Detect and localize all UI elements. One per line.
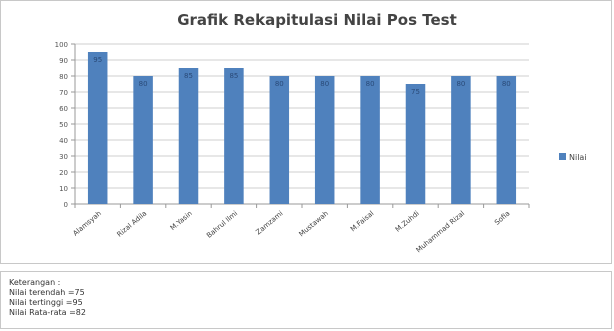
bar-value-label: 85 [184,72,193,80]
x-tick-label: M.Zuhdi [394,209,421,233]
y-tick-label: 80 [59,73,68,81]
bar-value-label: 80 [320,80,329,88]
legend-label: Nilai [569,153,587,162]
bar [178,68,199,204]
y-axis-ticks: 0 10 20 30 40 50 60 70 80 90 100 [55,41,68,209]
bar [224,68,244,204]
bar [451,76,471,204]
x-tick-label: Bahrul Ilmi [205,209,239,239]
bar-value-label: 85 [229,72,238,80]
y-tick-label: 20 [59,169,68,177]
x-tick-label: Rizal Adila [115,209,148,238]
note-line-average: Nilai Rata-rata =82 [9,308,86,317]
note-line-lowest: Nilai terendah =75 [9,288,85,297]
bar-value-label: 80 [366,80,375,88]
bars [87,52,517,204]
y-tick-label: 60 [59,105,68,113]
data-labels: 95 80 85 85 80 80 80 75 80 80 [93,56,511,96]
y-tick-label: 10 [59,185,68,193]
chart-area: Grafik Rekapitulasi Nilai Pos Test 0 10 20… [0,0,612,264]
x-axis-ticks: Alamsyah Rizal Adila M.Yasin Bahrul Ilmi Zam… [72,204,530,254]
legend: Nilai [559,153,587,162]
bar-value-label: 75 [411,88,420,96]
x-tick-label: M.Faisal [349,209,375,233]
bar-value-label: 80 [139,80,148,88]
x-tick-label: Mustawah [298,209,330,238]
bar [314,76,335,204]
bar-chart: Grafik Rekapitulasi Nilai Pos Test 0 10 20… [55,11,587,254]
y-tick-label: 40 [59,137,68,145]
bar-value-label: 80 [456,80,465,88]
notes-panel: Keterangan : Nilai terendah =75 Nilai te… [0,271,612,329]
bar [405,84,426,204]
chart-title: Grafik Rekapitulasi Nilai Pos Test [177,11,457,29]
bar [269,76,290,204]
bar [133,76,153,204]
y-tick-label: 100 [55,41,68,49]
x-tick-label: Zamzami [254,209,284,236]
bar [496,76,517,204]
y-tick-label: 50 [59,121,68,129]
bar-value-label: 95 [93,56,102,64]
x-tick-label: Muhammad Rizal [415,209,467,254]
note-line-highest: Nilai tertinggi =95 [9,298,83,307]
y-tick-label: 30 [59,153,68,161]
bar-value-label: 80 [275,80,284,88]
bar [360,76,380,204]
y-tick-label: 0 [64,201,68,209]
y-tick-label: 90 [59,57,68,65]
x-tick-label: M.Yasin [169,209,194,232]
x-tick-label: Alamsyah [72,209,103,237]
notes-heading: Keterangan : [9,278,61,287]
bar-value-label: 80 [502,80,511,88]
x-tick-label: Sofia [493,209,512,226]
bar [87,52,108,204]
legend-swatch [559,153,566,160]
y-tick-label: 70 [59,89,68,97]
